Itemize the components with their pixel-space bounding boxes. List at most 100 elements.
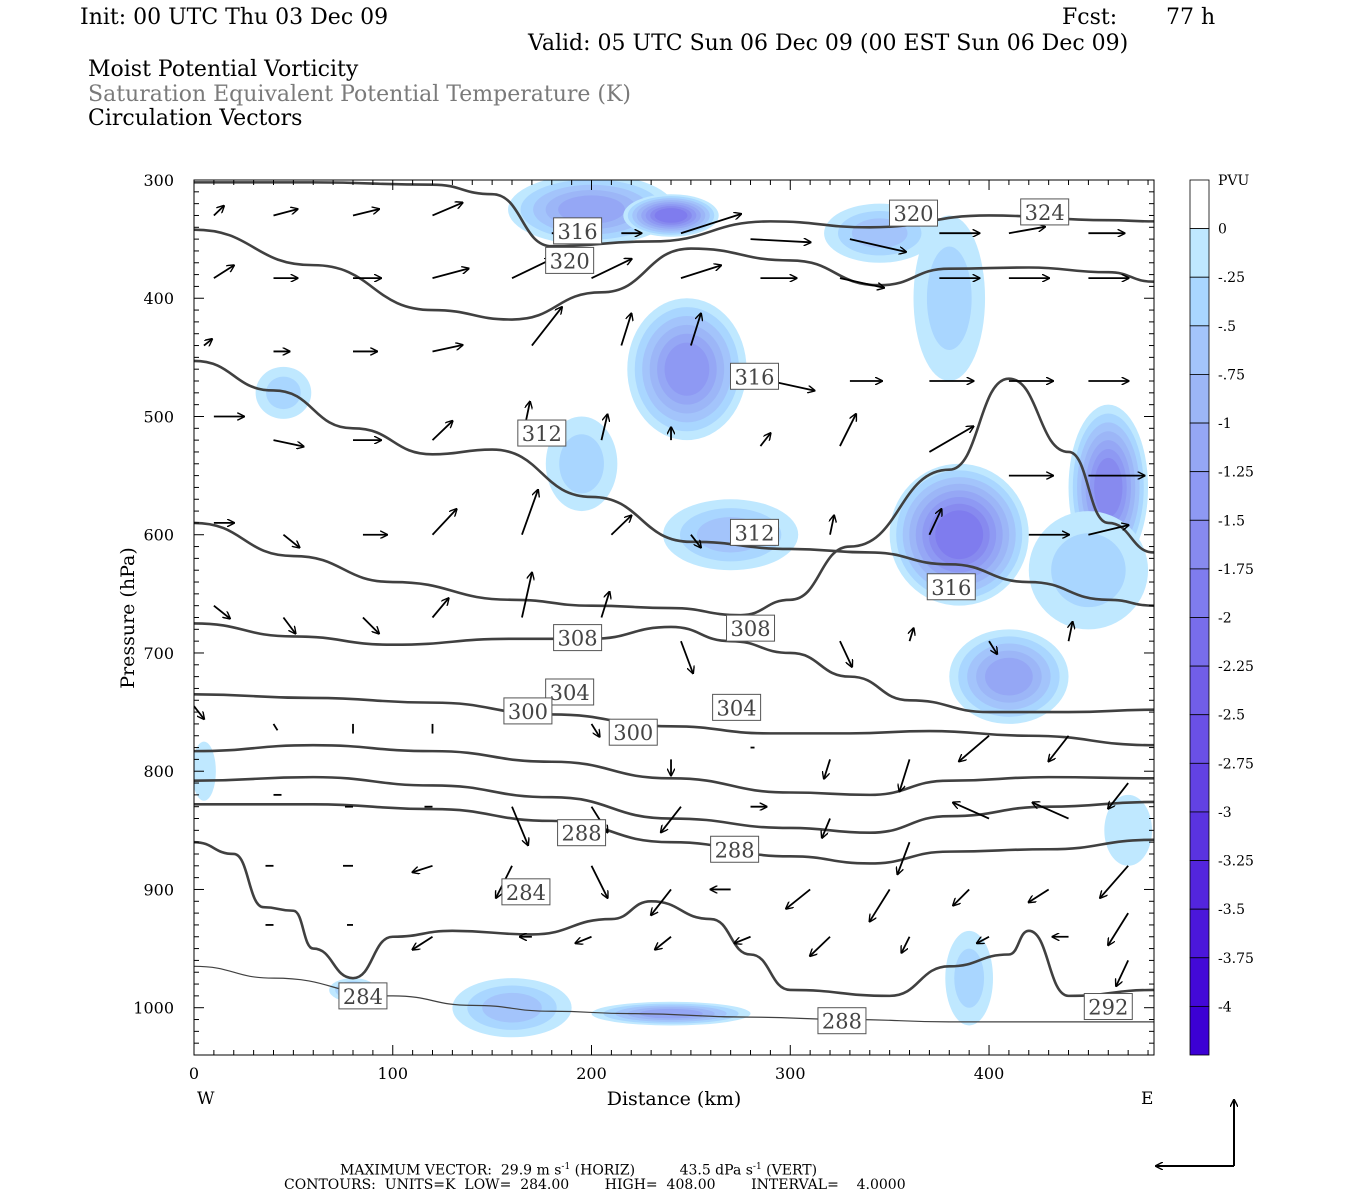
colorbar-swatch [1189,714,1210,764]
contour-label-box [557,819,607,847]
colorbar-label: -2.5 [1218,708,1245,724]
colorbar-label: -2.75 [1218,756,1254,772]
circulation-vector [413,935,433,950]
contour-308 [194,622,1154,714]
circulation-vector [655,936,672,950]
circulation-vector [735,935,751,943]
circulation-vector [1088,525,1128,536]
circulation-vector [431,598,449,619]
contour-label-box [729,518,779,546]
contour-label-text: 304 [550,681,590,705]
contour-320 [194,228,1154,321]
colorbar-label: -.5 [1218,319,1236,335]
circulation-vector [590,723,600,737]
circulation-vector [786,888,811,908]
circulation-vector [273,439,304,446]
circulation-vector [521,573,532,618]
circulation-vector [432,345,463,353]
circulation-vector [661,806,682,833]
valid-time: Valid: 05 UTC Sun 06 Dec 09 (00 EST Sun … [528,31,1129,56]
circulation-vector [1100,865,1129,898]
pv-shade [654,208,688,223]
forecast-hours: 77 h [1166,5,1216,30]
circulation-vector [651,888,672,915]
circulation-vector [928,509,941,536]
colorbar-swatch [1189,276,1210,327]
circulation-vector [988,640,997,654]
contour-label-text: 292 [1088,996,1128,1020]
colorbar-swatch [1189,811,1210,861]
colorbar-swatch [1189,568,1210,618]
circulation-vector [680,640,693,673]
circulation-vector [690,534,701,548]
contour-label: 320 [889,199,939,227]
colorbar-label: -1.5 [1218,513,1245,529]
circulation-vector [352,209,379,217]
colorbar-swatch [1189,665,1210,716]
contour-label: 284 [338,982,388,1010]
contour-label-text: 288 [562,822,602,846]
circulation-vector [362,616,379,634]
contour-label-box [545,678,595,706]
circulation-vector [759,433,770,447]
contour-label: 304 [545,678,595,706]
circulation-vector [1069,622,1073,642]
colorbar-swatch [1189,422,1210,473]
x-tick-label: 0 [189,1064,199,1083]
pv-shade [1094,457,1123,517]
pv-shade [559,434,604,494]
circulation-vector [531,307,562,347]
contour-316 [194,359,1154,607]
circulation-vector [600,415,607,441]
circulation-vector [690,314,701,346]
pv-shade [558,195,625,224]
circulation-vector [431,509,457,536]
pv-shade [664,342,710,396]
contour-292 [194,803,1154,865]
circulation-vector [953,888,970,905]
contour-label-box [553,217,603,245]
x-tick-label: 400 [974,1064,1005,1083]
circulation-vector [959,735,990,762]
contour-300 [194,743,1154,797]
contour-label-box [712,693,762,721]
pv-shade [266,376,301,410]
field-title-theta: Saturation Equivalent Potential Temperat… [88,82,631,107]
contour-label: 316 [553,217,603,245]
contour-label: 300 [503,697,553,725]
east-label: E [1141,1089,1153,1109]
field-title-mpv: Moist Potential Vorticity [88,57,359,82]
circulation-vectors [194,203,1144,986]
contour-label-box [726,614,776,642]
colorbar-label: -3.25 [1218,854,1254,870]
circulation-vector [680,265,721,279]
contour-296 [194,775,1154,835]
circulation-vector [591,259,632,279]
circulation-vector [928,426,973,453]
pv-shading [194,180,1153,1038]
pv-shade [954,948,985,1008]
colorbar-swatch [1189,762,1210,813]
init-time: Init: 00 UTC Thu 03 Dec 09 [80,5,389,30]
y-tick-label: 900 [143,880,174,899]
colorbar-label: -4 [1218,999,1232,1015]
west-label: W [197,1089,215,1109]
contour-label-box [1020,198,1070,226]
contour-label-text: 308 [730,617,770,641]
contour-label-box [608,718,658,746]
circulation-vector [849,238,906,252]
contour-label: 324 [1020,198,1070,226]
contour-label-box [545,246,595,274]
circulation-vector [824,759,831,778]
circulation-vector [977,935,990,943]
contour-label-box [926,573,976,601]
circulation-vector [432,203,463,217]
colorbar-label: -3 [1218,805,1232,821]
contour-label-text: 316 [931,576,971,600]
contour-label-text: 284 [343,985,383,1009]
y-axis-label: Pressure (hPa) [117,547,139,689]
pv-shade [935,510,984,560]
contour-label-box [729,362,779,390]
colorbar-swatch [1189,179,1210,230]
circulation-vector [1033,803,1069,820]
